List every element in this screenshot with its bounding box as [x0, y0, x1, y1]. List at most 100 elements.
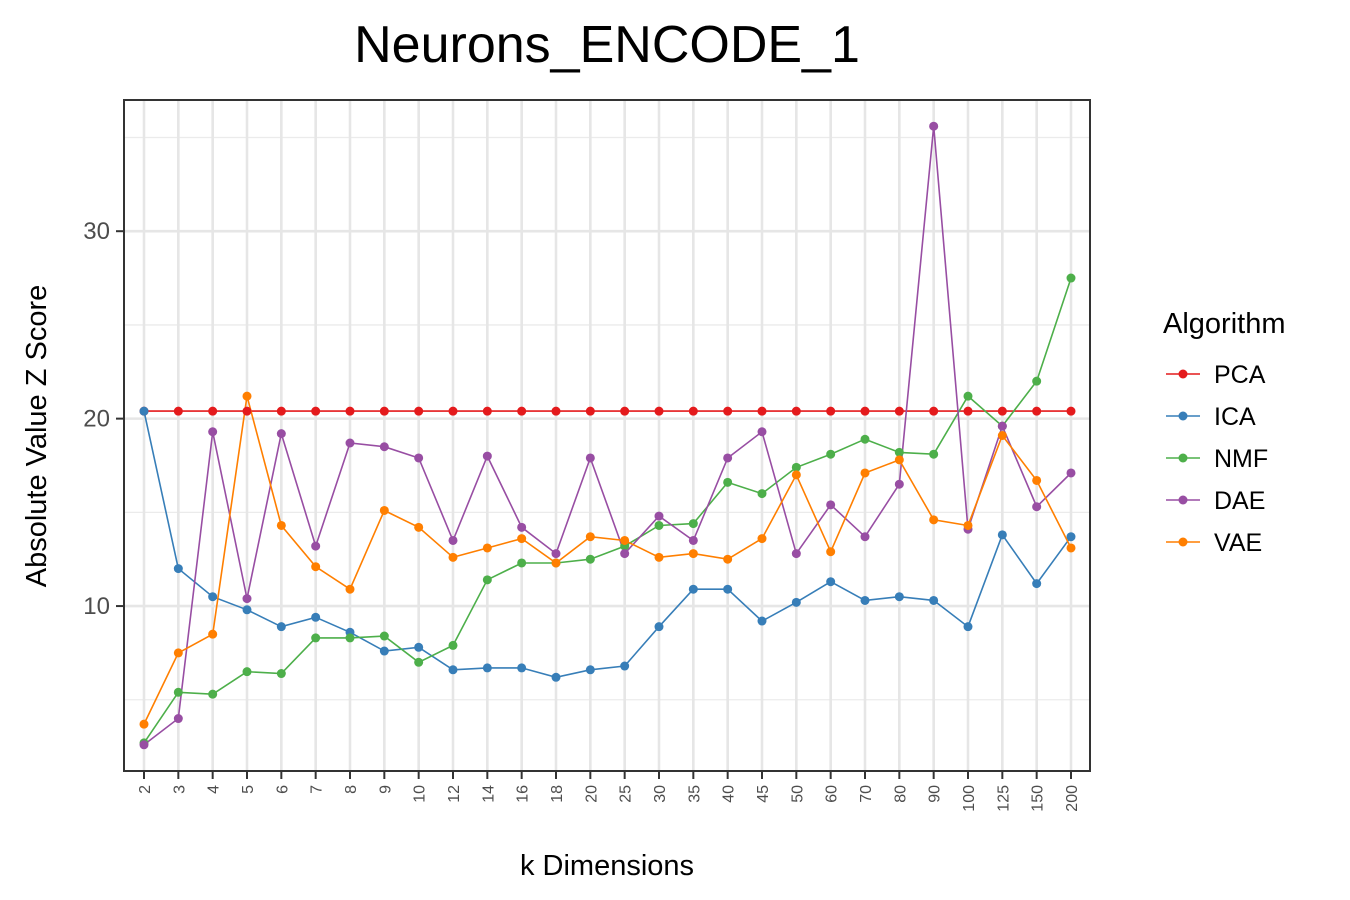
data-point-dae: [139, 740, 149, 750]
legend-key-point-ica: [1178, 411, 1188, 421]
data-point-vae: [791, 470, 801, 480]
data-point-dae: [208, 427, 218, 437]
data-point-vae: [311, 562, 321, 572]
data-point-nmf: [929, 449, 939, 459]
data-point-ica: [688, 584, 698, 594]
data-point-dae: [723, 453, 733, 463]
data-point-dae: [517, 522, 527, 532]
data-point-ica: [585, 665, 595, 675]
data-point-vae: [414, 522, 424, 532]
data-point-ica: [139, 406, 149, 416]
data-point-dae: [482, 451, 492, 461]
data-point-vae: [276, 520, 286, 530]
series-line-nmf: [143, 277, 1072, 744]
data-point-pca: [345, 406, 355, 416]
x-tick-label: 45: [755, 785, 772, 803]
data-point-ica: [963, 622, 973, 632]
legend-key-point-vae: [1178, 537, 1188, 547]
x-tick-label: 125: [995, 785, 1012, 812]
data-point-ica: [482, 663, 492, 673]
data-point-vae: [1032, 475, 1042, 485]
x-tick-label: 9: [377, 785, 394, 794]
x-tick-label: 2: [137, 785, 154, 794]
data-point-pca: [517, 406, 527, 416]
data-point-ica: [860, 595, 870, 605]
data-point-ica: [791, 597, 801, 607]
data-point-dae: [242, 594, 252, 604]
y-axis: 10 20 30: [83, 218, 124, 620]
x-tick-label: 80: [892, 785, 909, 803]
data-point-dae: [345, 438, 355, 448]
data-point-vae: [208, 629, 218, 639]
data-point-pca: [723, 406, 733, 416]
x-tick-label: 3: [171, 785, 188, 794]
legend-title: Algorithm: [1163, 308, 1286, 340]
data-point-vae: [997, 431, 1007, 440]
series-lines: [143, 126, 1072, 746]
x-tick-label: 4: [206, 785, 223, 794]
x-tick-label: 8: [343, 785, 360, 794]
data-point-nmf: [757, 489, 767, 499]
plot-border: [123, 99, 1091, 772]
data-point-pca: [173, 406, 183, 416]
data-point-ica: [414, 642, 424, 652]
data-point-vae: [826, 547, 836, 557]
data-point-dae: [173, 714, 183, 724]
chart-title: Neurons_ENCODE_1: [354, 16, 860, 74]
data-point-vae: [242, 391, 252, 401]
data-point-nmf: [585, 554, 595, 564]
x-tick-label: 7: [309, 785, 326, 794]
data-point-vae: [963, 520, 973, 530]
data-point-dae: [276, 429, 286, 439]
y-tick-label: 30: [83, 218, 110, 245]
data-point-pca: [826, 406, 836, 416]
data-point-pca: [311, 406, 321, 416]
data-point-vae: [929, 515, 939, 525]
data-point-vae: [482, 543, 492, 553]
legend-label-pca: PCA: [1214, 361, 1266, 389]
data-point-nmf: [448, 640, 458, 650]
legend-key-point-pca: [1178, 369, 1188, 379]
data-point-nmf: [208, 689, 218, 699]
data-point-nmf: [173, 687, 183, 697]
data-point-nmf: [1032, 376, 1042, 386]
data-point-nmf: [860, 434, 870, 444]
data-point-vae: [860, 468, 870, 478]
data-point-ica: [276, 622, 286, 632]
data-point-ica: [379, 646, 389, 656]
data-point-nmf: [654, 520, 664, 530]
data-point-dae: [929, 121, 939, 131]
data-point-vae: [1066, 543, 1076, 553]
data-point-nmf: [1066, 273, 1076, 283]
data-point-nmf: [242, 667, 252, 677]
data-point-pca: [276, 406, 286, 416]
data-point-dae: [1032, 502, 1042, 512]
x-tick-label: 30: [652, 785, 669, 803]
x-tick-label: 40: [721, 785, 738, 803]
data-point-ica: [757, 616, 767, 626]
data-point-ica: [620, 661, 630, 671]
series-line-ica: [143, 410, 1072, 679]
data-point-dae: [1066, 468, 1076, 478]
data-point-ica: [242, 605, 252, 615]
data-point-pca: [379, 406, 389, 416]
data-point-vae: [757, 534, 767, 544]
data-point-nmf: [826, 449, 836, 459]
x-axis: 2 3 4 5 6 7 8 9 10 12 14 16 18 20 25 30 35 40 45 50 60 70 80 90…: [137, 771, 1081, 812]
data-point-pca: [448, 406, 458, 416]
x-tick-label: 14: [480, 785, 497, 803]
data-point-dae: [894, 479, 904, 489]
data-point-ica: [654, 622, 664, 632]
data-point-vae: [139, 719, 149, 729]
data-point-vae: [620, 535, 630, 545]
data-point-dae: [311, 541, 321, 551]
data-point-ica: [208, 592, 218, 602]
data-point-pca: [1066, 406, 1076, 416]
x-tick-label: 200: [1064, 785, 1081, 812]
x-tick-label: 50: [789, 785, 806, 803]
data-point-pca: [242, 406, 252, 416]
x-tick-label: 6: [274, 785, 291, 794]
data-point-ica: [826, 577, 836, 587]
data-point-nmf: [414, 657, 424, 667]
